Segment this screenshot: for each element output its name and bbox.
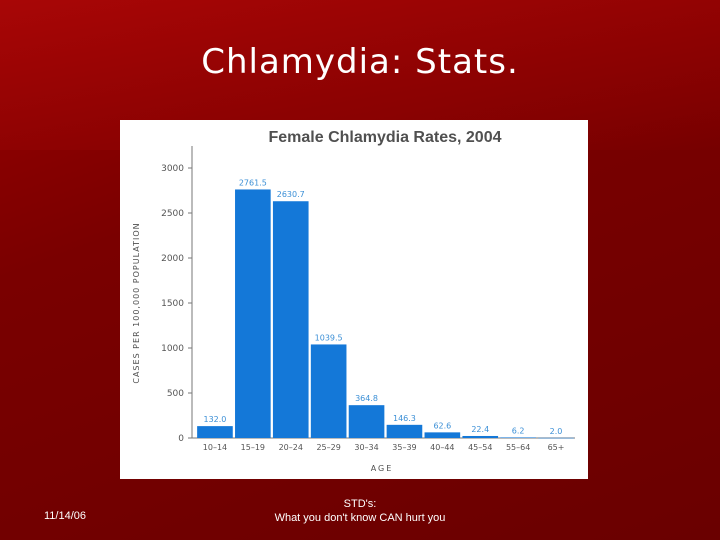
y-tick-label: 0 [178, 434, 184, 444]
x-tick-label: 35–39 [392, 443, 416, 452]
data-label: 22.4 [471, 425, 489, 434]
footer-date: 11/14/06 [44, 510, 87, 522]
x-tick-label: 55–64 [506, 443, 530, 452]
y-tick-label: 1000 [161, 344, 184, 354]
x-tick-label: 25–29 [316, 443, 340, 452]
y-axis-label: CASES PER 100,000 POPULATION [132, 222, 141, 383]
x-tick-label: 65+ [548, 443, 565, 452]
footer-line-1: STD's: [343, 498, 377, 510]
data-label: 2761.5 [239, 178, 267, 187]
y-tick-label: 2000 [161, 254, 184, 264]
bar-8 [500, 437, 536, 438]
x-tick-label: 45–54 [468, 443, 492, 452]
bar-1 [235, 189, 271, 438]
x-tick-label: 30–34 [354, 443, 378, 452]
y-tick-label: 3000 [161, 164, 184, 174]
y-tick-label: 500 [167, 389, 184, 399]
y-tick-label: 2500 [161, 209, 184, 219]
bar-chart: Female Chlamydia Rates, 2004 CASES PER 1… [132, 129, 575, 473]
bar-5 [386, 424, 423, 438]
chart-title: Female Chlamydia Rates, 2004 [268, 129, 501, 146]
x-tick-label: 20–24 [279, 443, 303, 452]
bar-6 [424, 432, 461, 438]
bar-2 [272, 201, 309, 438]
data-label: 146.3 [393, 414, 416, 423]
chart-panel: Female Chlamydia Rates, 2004 CASES PER 1… [120, 120, 588, 479]
bar-7 [462, 435, 499, 438]
x-tick-label: 40–44 [430, 443, 454, 452]
bar-4 [348, 405, 385, 438]
x-tick-label: 15–19 [241, 443, 265, 452]
data-label: 364.8 [355, 394, 378, 403]
x-tick-label: 10–14 [203, 443, 227, 452]
bar-0 [197, 426, 233, 438]
bar-3 [310, 344, 347, 438]
data-label: 2.0 [550, 427, 563, 436]
slide-title: Chlamydia: Stats. [201, 42, 519, 82]
data-label: 1039.5 [315, 333, 343, 342]
data-label: 6.2 [512, 426, 525, 435]
bar-9 [538, 437, 574, 439]
x-axis-label: AGE [371, 464, 394, 473]
data-label: 2630.7 [277, 190, 305, 199]
footer-caption: STD's: What you don't know CAN hurt you [220, 497, 500, 525]
y-tick-label: 1500 [161, 299, 184, 309]
footer-line-2: What you don't know CAN hurt you [274, 512, 446, 524]
data-label: 132.0 [203, 415, 226, 424]
data-label: 62.6 [433, 421, 451, 430]
